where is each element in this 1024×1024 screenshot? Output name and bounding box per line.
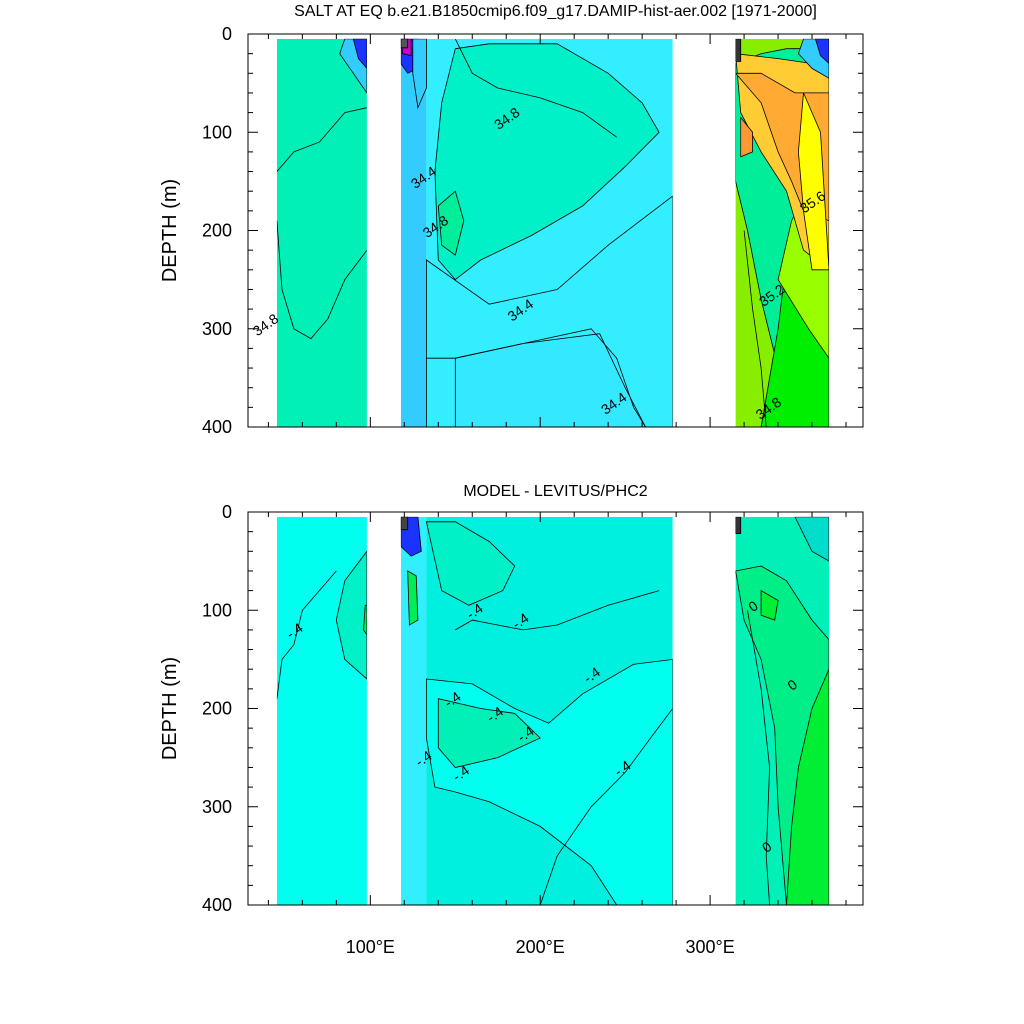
panel-title: MODEL - LEVITUS/PHC2 [463, 483, 647, 500]
region-maritime [400, 38, 427, 427]
contour-label: -.4 [509, 610, 532, 633]
region-indian [276, 38, 367, 427]
atlantic-yellow [797, 92, 830, 271]
contour-pacific-1 [455, 590, 660, 631]
y-tick-label: 0 [222, 24, 232, 44]
contour-field [276, 516, 830, 905]
y-tick-label: 100 [202, 600, 232, 620]
y-tick-label: 100 [202, 122, 232, 142]
indian-pos [335, 550, 368, 680]
contour-label: 34.8 [250, 310, 282, 339]
pacific-surface-pos [425, 521, 516, 606]
pacific-salty-tongue [434, 43, 660, 281]
x-tick-label: 200°E [516, 937, 565, 957]
salinity-panel: 010020030040034.834.434.834.834.434.435.… [159, 3, 864, 437]
y-tick-label: 300 [202, 319, 232, 339]
contour-indian-1 [276, 107, 367, 172]
contour-label: -.4 [441, 688, 464, 711]
pacific-pos [437, 698, 541, 768]
y-tick-label: 400 [202, 895, 232, 915]
contour-pacific-1 [454, 38, 617, 138]
maritime-pos [407, 570, 419, 626]
y-tick-label: 300 [202, 797, 232, 817]
contour-atlantic-1 [743, 230, 767, 427]
maritime-dark [400, 38, 409, 49]
indian-fresh-core [352, 38, 368, 70]
contour-label: -.4 [463, 600, 486, 623]
atlantic-pos-blob [760, 589, 779, 621]
y-axis-label: DEPTH (m) [159, 179, 181, 282]
x-tick-label: 300°E [685, 937, 734, 957]
contour-label: -.4 [580, 664, 603, 687]
contour-atlantic-1 [747, 610, 771, 905]
atlantic-surface [794, 516, 830, 562]
maritime-dark [400, 516, 409, 531]
contour-label: -.4 [514, 723, 537, 746]
y-tick-label: 200 [202, 221, 232, 241]
y-tick-label: 400 [202, 417, 232, 437]
indian-pos-core [363, 604, 368, 637]
panel-title: SALT AT EQ b.e21.B1850cmip6.f09_g17.DAMI… [294, 3, 817, 20]
maritime-edge [412, 38, 427, 110]
contour-pacific-2 [539, 708, 674, 905]
y-axis-label: DEPTH (m) [159, 657, 181, 760]
atlantic-dark [735, 516, 742, 534]
atlantic-orange-core [740, 116, 753, 158]
atlantic-dark [735, 38, 742, 62]
contour-indian-2 [276, 220, 368, 340]
contour-field [276, 38, 830, 427]
atlantic-pos-core [786, 669, 830, 905]
contour-label: -.4 [450, 762, 473, 785]
x-tick-label: 100°E [346, 937, 395, 957]
contour-indian-1 [276, 570, 337, 699]
contour-label: -.4 [412, 747, 435, 770]
contour-label: -.4 [283, 619, 306, 642]
contour-label: -.4 [611, 757, 634, 780]
difference-panel: 0 100 200 300 400 100°E 200°E 300°E -.4 -.4 -.4 -.4… [159, 483, 864, 957]
y-tick-label: 0 [222, 502, 232, 522]
y-tick-label: 200 [202, 699, 232, 719]
contour-pacific-2 [426, 328, 646, 427]
contour-label: -.4 [484, 703, 507, 726]
pacific-salty-core [437, 190, 465, 256]
atlantic-fresh-core [814, 38, 830, 65]
